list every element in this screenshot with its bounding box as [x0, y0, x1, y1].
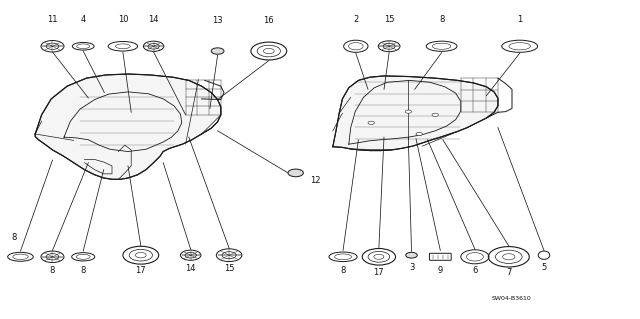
Text: 8: 8	[340, 266, 346, 275]
Circle shape	[405, 110, 412, 113]
Text: 1: 1	[517, 15, 522, 24]
Text: 3: 3	[409, 263, 414, 272]
Text: 13: 13	[212, 16, 223, 25]
Text: 4: 4	[81, 15, 86, 24]
Text: 16: 16	[264, 16, 274, 25]
Text: 9: 9	[438, 266, 443, 275]
Circle shape	[432, 113, 438, 116]
Text: 15: 15	[384, 15, 394, 24]
Text: 2: 2	[353, 15, 358, 24]
Circle shape	[288, 169, 303, 177]
Circle shape	[211, 48, 224, 54]
Text: 8: 8	[439, 15, 444, 24]
Text: 7: 7	[506, 268, 511, 277]
Polygon shape	[35, 74, 221, 179]
Text: 8: 8	[81, 266, 86, 275]
Text: 8: 8	[50, 266, 55, 275]
Text: 15: 15	[224, 264, 234, 273]
Text: 8: 8	[12, 233, 17, 242]
Text: 14: 14	[148, 15, 159, 24]
Text: 10: 10	[118, 15, 128, 24]
Text: 12: 12	[310, 176, 320, 185]
Text: 11: 11	[47, 15, 58, 24]
Text: 6: 6	[472, 266, 477, 275]
Text: 14: 14	[186, 264, 196, 273]
Circle shape	[416, 132, 422, 136]
Text: SW04-B3610: SW04-B3610	[492, 296, 532, 301]
Circle shape	[368, 121, 374, 124]
Circle shape	[406, 252, 417, 258]
Text: 5: 5	[541, 263, 547, 272]
Text: 17: 17	[374, 268, 384, 277]
Text: 17: 17	[136, 266, 146, 275]
Polygon shape	[333, 76, 498, 151]
